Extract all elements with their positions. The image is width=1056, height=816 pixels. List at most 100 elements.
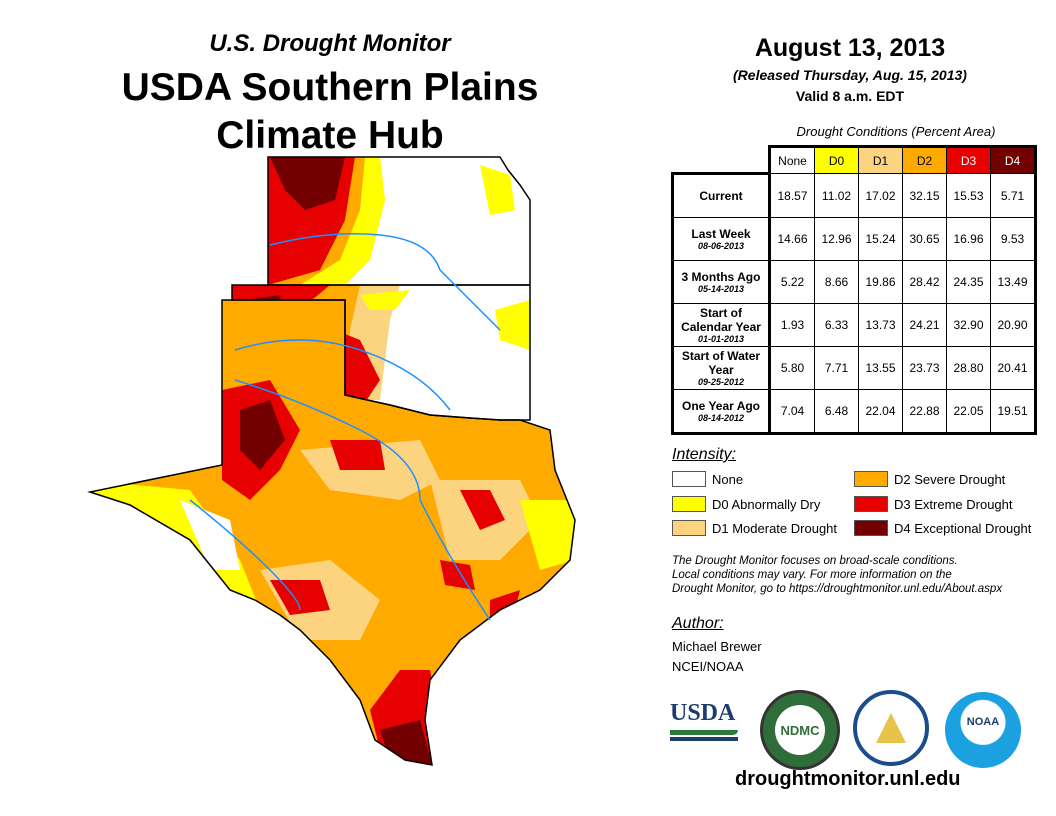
col-d3: D3 (946, 145, 991, 174)
valid-time: Valid 8 a.m. EDT (795, 88, 905, 104)
row-label-text: 3 Months Ago (681, 270, 761, 284)
cell-none: 14.66 (768, 217, 815, 261)
cell-d3: 15.53 (946, 173, 991, 218)
noaa-logo: NOAA (945, 692, 1021, 768)
col-d4: D4 (990, 145, 1037, 174)
row-label: Start of Calendar Year 01-01-2013 (671, 303, 770, 347)
map-title: USDA Southern Plains (121, 66, 539, 109)
cell-d2: 28.42 (902, 260, 947, 304)
col-none: None (768, 145, 815, 174)
legend-label: D4 Exceptional Drought (894, 520, 1032, 536)
cell-d2: 22.88 (902, 389, 947, 435)
table-row: Start of Calendar Year 01-01-2013 1.93 6.33… (671, 303, 1037, 347)
cell-d1: 17.02 (858, 173, 903, 218)
cell-d4: 13.49 (990, 260, 1037, 304)
legend-d3: D3 Extreme Drought (854, 496, 1013, 512)
row-label: One Year Ago 08-14-2012 (671, 389, 770, 435)
legend-label: D1 Moderate Drought (712, 520, 838, 536)
cell-d4: 5.71 (990, 173, 1037, 218)
cell-d3: 28.80 (946, 346, 991, 390)
legend-title: Intensity: (672, 446, 737, 463)
cell-d2: 23.73 (902, 346, 947, 390)
row-date: 08-06-2013 (697, 241, 745, 251)
col-d0: D0 (814, 145, 859, 174)
cell-d3: 22.05 (946, 389, 991, 435)
usda-logo: USDA (670, 700, 738, 748)
row-label-text: Current (699, 189, 743, 203)
ndmc-logo-text: NDMC (775, 705, 825, 755)
table-row: 3 Months Ago 05-14-2013 5.22 8.66 19.86 28.42… (671, 260, 1037, 304)
row-label-text: Last Week (691, 227, 751, 241)
cell-none: 1.93 (768, 303, 815, 347)
legend-label: D2 Severe Drought (894, 471, 1006, 487)
row-date: 09-25-2012 (697, 377, 745, 387)
cell-d2: 24.21 (902, 303, 947, 347)
table-row: Current 18.57 11.02 17.02 32.15 15.53 5.71 (671, 173, 1037, 218)
cell-d0: 7.71 (814, 346, 859, 390)
row-label: Last Week 08-06-2013 (671, 217, 770, 261)
map-date: August 13, 2013 (754, 34, 946, 62)
cell-d4: 20.41 (990, 346, 1037, 390)
author-heading: Author: (672, 615, 724, 632)
row-label: 3 Months Ago 05-14-2013 (671, 260, 770, 304)
author-org: NCEI/NOAA (672, 659, 744, 674)
cell-d1: 13.73 (858, 303, 903, 347)
cell-d1: 22.04 (858, 389, 903, 435)
table-row: One Year Ago 08-14-2012 7.04 6.48 22.04 22.88… (671, 389, 1037, 435)
legend-d1: D1 Moderate Drought (672, 520, 837, 536)
note-line: Local conditions may vary. For more info… (672, 569, 952, 581)
note-line: The Drought Monitor focuses on broad-sca… (672, 555, 958, 567)
cell-none: 5.22 (768, 260, 815, 304)
row-label: Current (671, 173, 770, 218)
note-line: Drought Monitor, go to https://droughtmo… (672, 583, 1003, 595)
cell-d3: 24.35 (946, 260, 991, 304)
table-header-row: None D0 D1 D2 D3 D4 (672, 145, 1037, 175)
author-info: Michael Brewer NCEI/NOAA (672, 637, 762, 677)
disclaimer-note: The Drought Monitor focuses on broad-sca… (672, 554, 1052, 596)
cell-d0: 6.33 (814, 303, 859, 347)
map-subtitle: U.S. Drought Monitor (209, 30, 451, 57)
cell-d1: 19.86 (858, 260, 903, 304)
cell-d0: 11.02 (814, 173, 859, 218)
legend-label: None (712, 471, 744, 487)
map-title-line2: Climate Hub (216, 114, 444, 157)
cell-d2: 30.65 (902, 217, 947, 261)
drought-conditions-table: None D0 D1 D2 D3 D4 Current 18.57 11.02 17.… (671, 145, 1037, 435)
legend-d2: D2 Severe Drought (854, 471, 1005, 487)
cell-d0: 6.48 (814, 389, 859, 435)
table-caption: Drought Conditions (Percent Area) (796, 124, 996, 139)
drought-map (87, 156, 576, 766)
footer-url[interactable]: droughtmonitor.unl.edu (735, 768, 961, 790)
table-row: Start of Water Year 09-25-2012 5.80 7.71 13.… (671, 346, 1037, 390)
row-label-text: One Year Ago (681, 399, 761, 413)
cell-d4: 9.53 (990, 217, 1037, 261)
ndmc-logo: NDMC (760, 690, 840, 770)
legend-d0: D0 Abnormally Dry (672, 496, 820, 512)
cell-d0: 8.66 (814, 260, 859, 304)
legend-label: D0 Abnormally Dry (712, 496, 821, 512)
row-date: 01-01-2013 (697, 334, 745, 344)
cell-d4: 19.51 (990, 389, 1037, 435)
col-d1: D1 (858, 145, 903, 174)
cell-d2: 32.15 (902, 173, 947, 218)
cell-none: 18.57 (768, 173, 815, 218)
cell-none: 7.04 (768, 389, 815, 435)
cell-d4: 20.90 (990, 303, 1037, 347)
row-date: 08-14-2012 (697, 413, 745, 423)
release-date: (Released Thursday, Aug. 15, 2013) (733, 67, 967, 83)
cell-d1: 15.24 (858, 217, 903, 261)
rivers (189, 233, 501, 621)
col-d2: D2 (902, 145, 947, 174)
noaa-logo-text: NOAA (966, 716, 1000, 728)
row-label-text: Start of Calendar Year (681, 306, 761, 334)
row-label-text: Start of Water Year (681, 349, 761, 377)
kansas-region (268, 157, 530, 285)
author-name: Michael Brewer (672, 639, 762, 654)
usda-logo-text: USDA (670, 700, 736, 726)
cell-d3: 16.96 (946, 217, 991, 261)
table-row: Last Week 08-06-2013 14.66 12.96 15.24 30.65 1… (671, 217, 1037, 261)
commerce-seal-icon (853, 690, 929, 766)
legend-label: D3 Extreme Drought (894, 496, 1013, 512)
cell-d0: 12.96 (814, 217, 859, 261)
